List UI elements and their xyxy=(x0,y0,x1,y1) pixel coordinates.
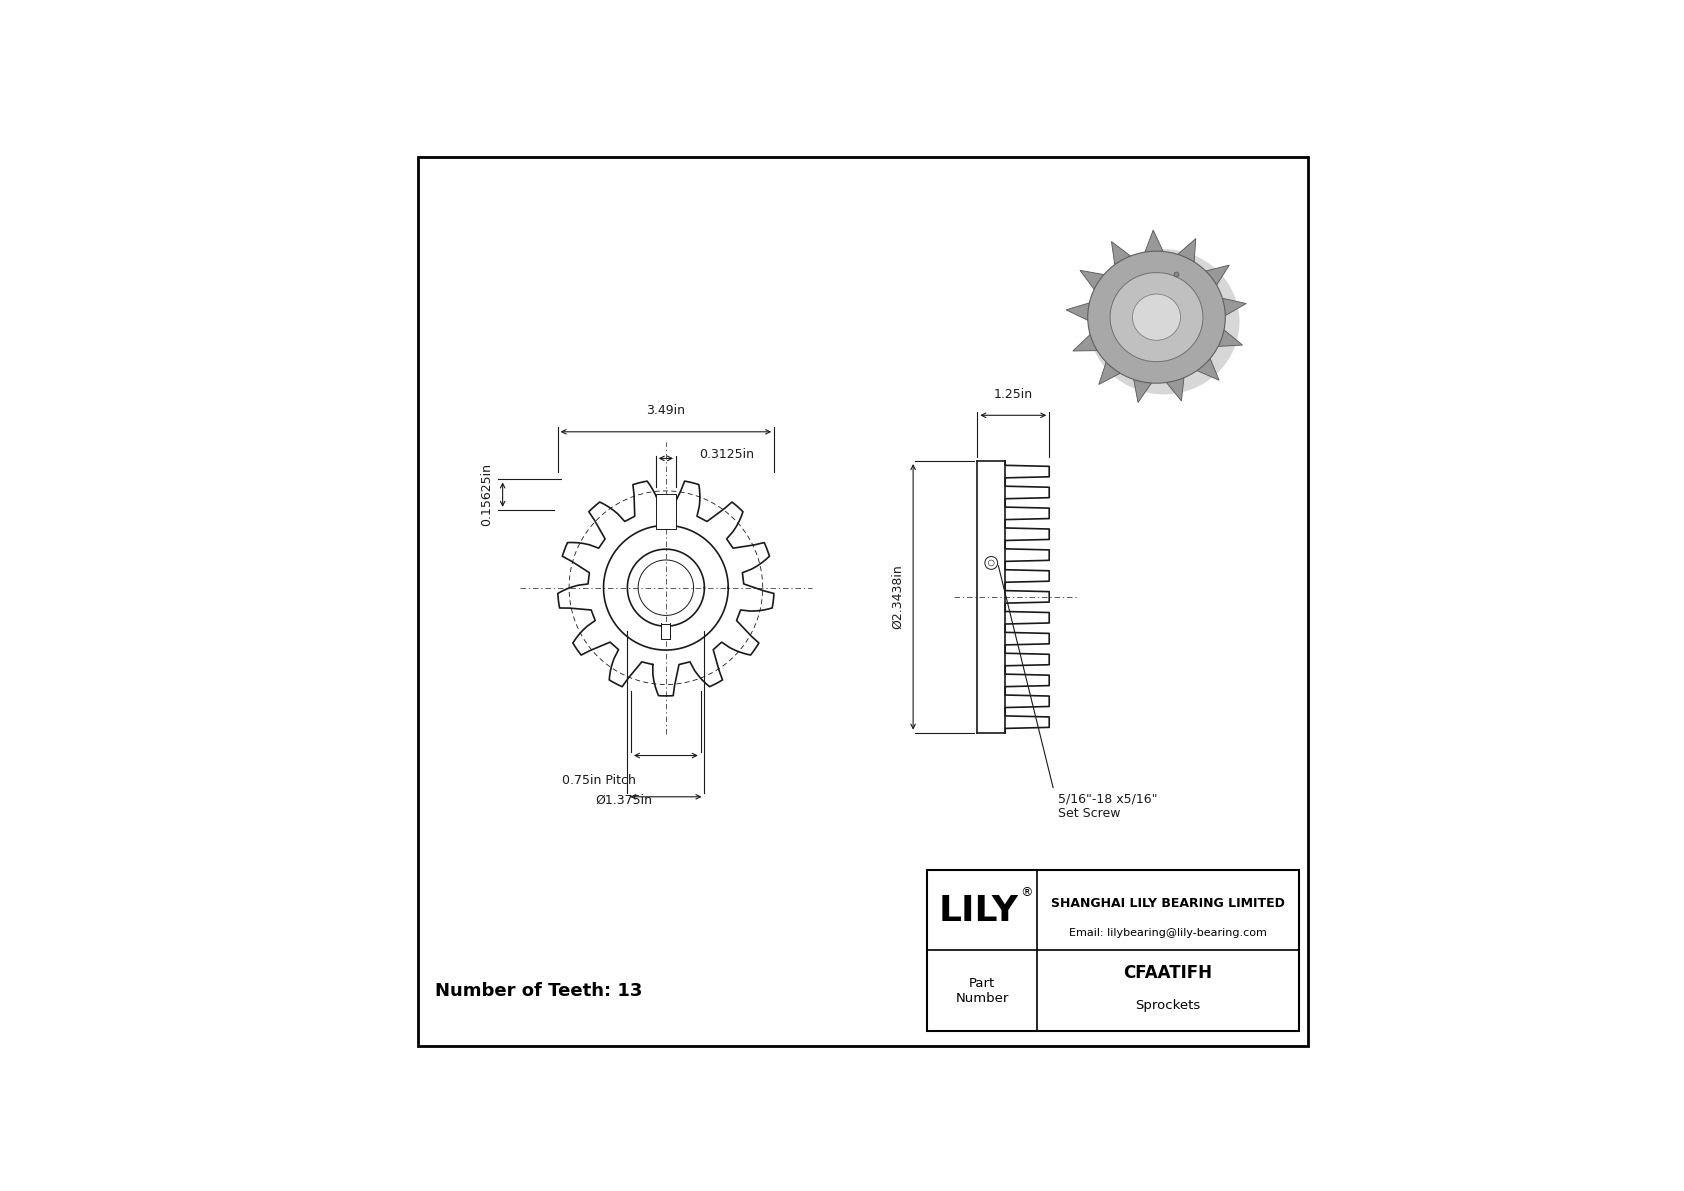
Ellipse shape xyxy=(1110,273,1202,362)
Polygon shape xyxy=(1145,230,1164,252)
Text: Sprockets: Sprockets xyxy=(1135,999,1201,1012)
Text: 1.25in: 1.25in xyxy=(994,387,1032,400)
Text: ®: ® xyxy=(1021,886,1032,899)
Text: Email: lilybearing@lily-bearing.com: Email: lilybearing@lily-bearing.com xyxy=(1069,928,1266,937)
Text: Ø2.3438in: Ø2.3438in xyxy=(891,565,904,629)
Ellipse shape xyxy=(1132,294,1180,341)
Polygon shape xyxy=(1206,266,1229,285)
Text: 0.75in Pitch: 0.75in Pitch xyxy=(562,774,637,787)
Text: SHANGHAI LILY BEARING LIMITED: SHANGHAI LILY BEARING LIMITED xyxy=(1051,897,1285,910)
Text: CFAATIFH: CFAATIFH xyxy=(1123,964,1212,981)
Circle shape xyxy=(989,560,994,566)
Text: LILY: LILY xyxy=(938,894,1019,928)
Polygon shape xyxy=(1133,380,1152,403)
Polygon shape xyxy=(1098,362,1120,385)
Text: Number of Teeth: 13: Number of Teeth: 13 xyxy=(434,983,642,1000)
Text: 0.15625in: 0.15625in xyxy=(480,463,493,526)
Text: Part
Number: Part Number xyxy=(955,977,1009,1004)
Polygon shape xyxy=(1111,242,1130,264)
Bar xyxy=(655,494,675,529)
Polygon shape xyxy=(1218,330,1243,347)
Text: 0.3125in: 0.3125in xyxy=(699,448,754,461)
Polygon shape xyxy=(1177,238,1196,262)
Text: 3.49in: 3.49in xyxy=(647,404,685,417)
Bar xyxy=(662,624,670,640)
Text: 5/16"-18 x5/16"
Set Screw: 5/16"-18 x5/16" Set Screw xyxy=(1058,792,1159,821)
Ellipse shape xyxy=(1088,249,1239,394)
Text: Ø1.375in: Ø1.375in xyxy=(594,794,652,807)
Polygon shape xyxy=(1066,303,1090,320)
Polygon shape xyxy=(1073,335,1098,351)
Polygon shape xyxy=(1223,298,1246,316)
Bar xyxy=(928,871,1298,1030)
Polygon shape xyxy=(1197,358,1219,380)
Circle shape xyxy=(985,556,997,569)
Polygon shape xyxy=(1167,378,1184,401)
Polygon shape xyxy=(1079,270,1105,289)
Ellipse shape xyxy=(1088,251,1226,384)
